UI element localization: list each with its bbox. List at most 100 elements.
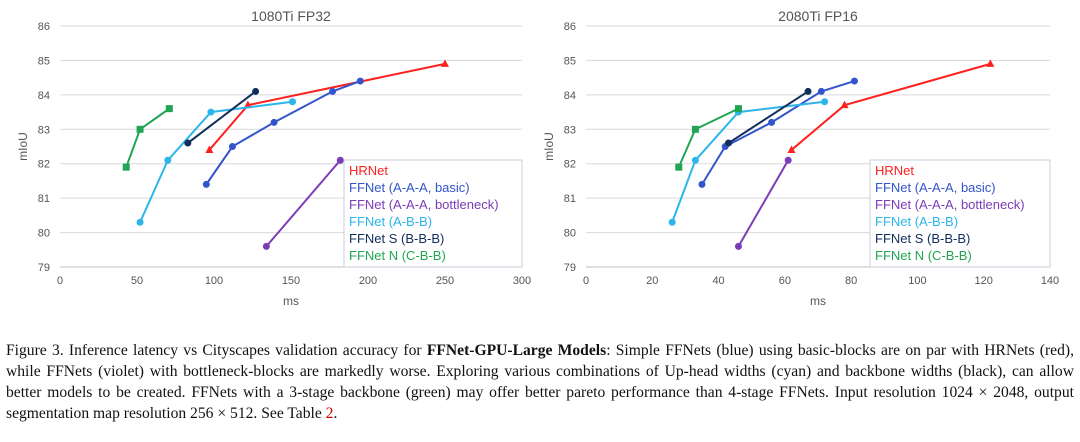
data-point — [329, 87, 337, 95]
x-tick-label: 20 — [646, 275, 658, 287]
y-tick-label: 82 — [38, 159, 50, 171]
x-tick-label: 40 — [712, 275, 724, 287]
data-point — [804, 87, 812, 95]
data-point — [691, 156, 699, 164]
y-tick-label: 86 — [564, 21, 576, 33]
x-tick-label: 80 — [845, 275, 857, 287]
series-line — [139, 100, 293, 223]
caption-bold: FFNet-GPU-Large Models — [426, 342, 607, 359]
series-2 — [698, 77, 858, 188]
data-point — [850, 77, 858, 85]
series-3 — [734, 156, 792, 250]
x-tick-label: 250 — [436, 275, 454, 287]
series-line — [737, 159, 790, 247]
legend-entry: FFNet (A-A-A, basic) — [875, 180, 996, 195]
legend-entry: FFNet N (C-B-B) — [349, 248, 446, 263]
figure-caption: Figure 3. Inference latency vs Cityscape… — [6, 340, 1074, 424]
series-line — [677, 107, 739, 168]
series-line — [727, 90, 809, 144]
series-line — [671, 100, 825, 223]
legend-box — [343, 159, 523, 268]
x-tick-label: 100 — [205, 275, 223, 287]
y-tick-label: 85 — [38, 55, 50, 67]
data-point — [122, 163, 130, 171]
data-point — [734, 105, 742, 113]
data-point — [252, 87, 260, 95]
chart-2: 79 80 81 82 83 84 85 86 0 20 40 60 80 100 120 140 2080Ti… — [542, 8, 1059, 308]
data-point — [441, 59, 449, 67]
series-6 — [122, 105, 173, 171]
legend-box — [869, 159, 1051, 268]
x-axis-label: ms — [810, 294, 826, 308]
caption-lead: Inference latency vs Cityscapes validati… — [68, 342, 422, 359]
data-point — [164, 156, 172, 164]
data-point — [817, 87, 825, 95]
chart-title: 2080Ti FP16 — [778, 8, 858, 24]
y-axis-label: mIoU — [16, 132, 30, 161]
x-tick-label: 140 — [1041, 275, 1059, 287]
x-tick-label: 100 — [908, 275, 926, 287]
series-1 — [205, 59, 449, 153]
data-point — [202, 180, 210, 188]
y-tick-label: 81 — [38, 193, 50, 205]
data-point — [698, 180, 706, 188]
legend-entry: FFNet S (B-B-B) — [349, 231, 444, 246]
data-point — [821, 98, 829, 106]
data-point — [184, 139, 192, 147]
legend-entry: FFNet (A-B-B) — [349, 214, 432, 229]
series-line — [265, 159, 342, 247]
caption-end: . — [333, 405, 338, 422]
series-4 — [136, 98, 297, 226]
legend: HRNet FFNet (A-A-A, basic) FFNet (A-A-A, b… — [343, 159, 523, 268]
data-point — [136, 218, 144, 226]
data-point — [207, 108, 215, 116]
x-tick-label: 50 — [131, 275, 143, 287]
series-line — [125, 107, 170, 168]
data-point — [165, 105, 173, 113]
y-tick-label: 86 — [38, 21, 50, 33]
y-tick-label: 83 — [38, 124, 50, 136]
legend: HRNet FFNet (A-A-A, basic) FFNet (A-A-A, b… — [869, 159, 1051, 268]
data-point — [840, 100, 849, 109]
y-axis-label: mIoU — [542, 132, 556, 161]
x-tick-label: 150 — [282, 275, 300, 287]
data-point — [768, 118, 776, 126]
y-tick-label: 79 — [564, 262, 576, 274]
data-point — [734, 242, 742, 250]
chart-1: 79 80 81 82 83 84 85 86 0 50 100 150 200 250 300 1080Ti… — [16, 8, 531, 308]
x-tick-label: 0 — [583, 275, 589, 287]
data-point — [270, 118, 278, 126]
data-point — [136, 125, 144, 133]
data-point — [336, 156, 344, 164]
legend-entry: HRNet — [349, 163, 388, 178]
legend-entry: FFNet (A-A-A, bottleneck) — [349, 197, 499, 212]
legend-entry: HRNet — [875, 163, 914, 178]
series-3 — [262, 156, 344, 250]
legend-entry: FFNet (A-A-A, bottleneck) — [875, 197, 1025, 212]
series-1 — [787, 59, 995, 153]
y-tick-label: 80 — [38, 228, 50, 240]
caption-table-ref[interactable]: 2 — [325, 405, 334, 422]
series-5 — [725, 87, 812, 147]
data-point — [262, 242, 270, 250]
y-tick-label: 80 — [564, 228, 576, 240]
series-line — [701, 80, 855, 185]
data-point — [289, 98, 297, 106]
y-tick-label: 82 — [564, 159, 576, 171]
series-6 — [675, 105, 742, 171]
legend-entry: FFNet (A-A-A, basic) — [349, 180, 470, 195]
y-tick-label: 83 — [564, 124, 576, 136]
x-tick-label: 60 — [779, 275, 791, 287]
data-point — [784, 156, 792, 164]
x-tick-label: 0 — [57, 275, 63, 287]
series-line — [790, 62, 991, 151]
data-point — [668, 218, 676, 226]
y-tick-label: 84 — [564, 90, 576, 102]
x-axis-label: ms — [283, 294, 299, 308]
y-tick-label: 85 — [564, 55, 576, 67]
x-tick-label: 200 — [359, 275, 377, 287]
legend-entry: FFNet S (B-B-B) — [875, 231, 970, 246]
data-point — [725, 139, 733, 147]
chart-title: 1080Ti FP32 — [251, 8, 331, 24]
